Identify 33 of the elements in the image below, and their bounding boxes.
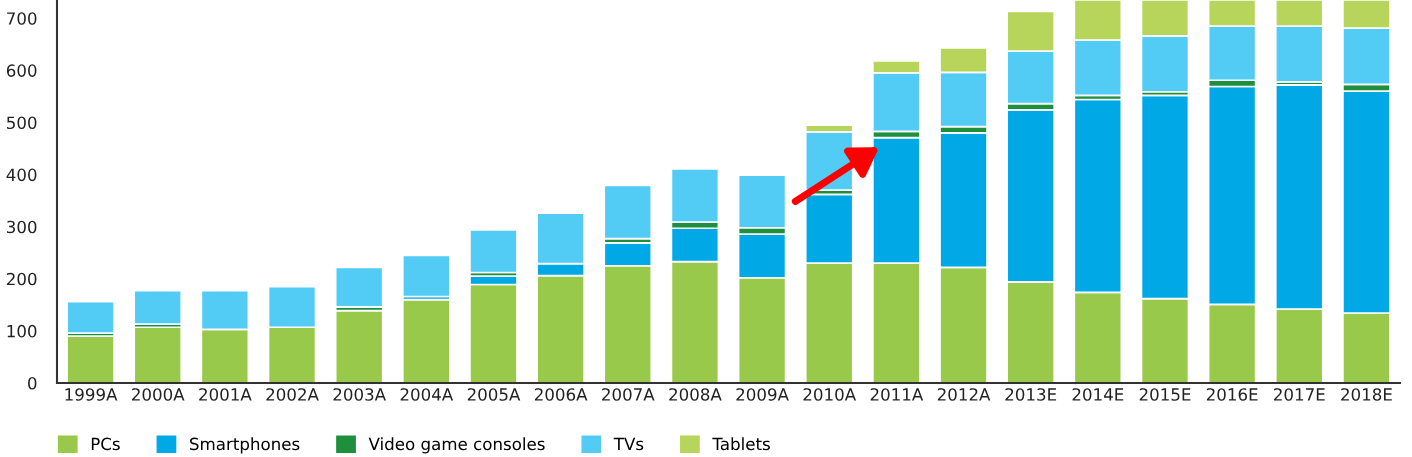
legend-label: TVs xyxy=(613,437,644,451)
x-tick-label: 2006A xyxy=(534,388,588,401)
x-tick-label: 2012A xyxy=(937,388,991,401)
x-tick-label: 2011A xyxy=(870,388,924,401)
x-tick-label: 2008A xyxy=(669,388,722,401)
legend-label: Video game consoles xyxy=(368,437,545,454)
y-tick-label: 400 xyxy=(6,168,37,182)
y-tick-label: 300 xyxy=(7,220,37,234)
x-tick-label: 2009A xyxy=(736,388,789,401)
legend-label: PCs xyxy=(91,437,120,451)
x-tick-label: 2003A xyxy=(333,388,386,401)
x-tick-label: 2004A xyxy=(400,388,454,401)
legend-label: Smartphones xyxy=(190,437,300,454)
x-tick-label: 2002A xyxy=(266,388,319,401)
y-tick-label: 600 xyxy=(6,64,37,77)
legend-label: Tablets xyxy=(712,437,770,451)
y-tick-label: 0 xyxy=(28,376,37,390)
x-tick-label: 2005A xyxy=(467,388,521,401)
y-tick-label: 500 xyxy=(7,116,37,130)
x-tick-label: 2001A xyxy=(199,388,252,401)
x-tick-label: 2007A xyxy=(602,388,655,401)
x-tick-label: 2014E xyxy=(1072,388,1124,401)
y-tick-label: 100 xyxy=(7,324,37,338)
x-tick-label: 2018E xyxy=(1341,388,1392,401)
y-tick-label: 200 xyxy=(6,272,37,286)
x-tick-label: 1999A xyxy=(65,388,118,401)
x-tick-label: 2015E xyxy=(1139,388,1191,401)
x-tick-label: 2010A xyxy=(803,388,856,401)
x-tick-label: 2017E xyxy=(1274,388,1325,401)
y-tick-label: 700 xyxy=(7,12,37,25)
x-tick-label: 2013E xyxy=(1005,388,1057,401)
x-tick-label: 2016E xyxy=(1206,388,1258,401)
x-tick-label: 2000A xyxy=(132,388,185,401)
